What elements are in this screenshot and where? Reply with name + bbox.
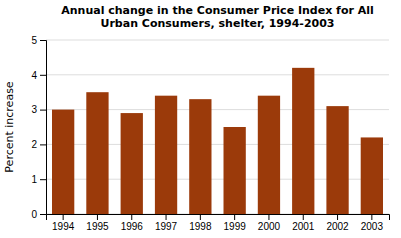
x-tick: 1996 <box>121 214 144 232</box>
x-tick-label: 2000 <box>258 221 281 232</box>
y-axis: 0 1 2 3 4 5 <box>31 35 46 220</box>
x-tick: 1994 <box>52 214 75 232</box>
x-tick-mark <box>268 214 269 220</box>
y-tick-label: 0 <box>31 209 37 220</box>
x-axis: 1994 1995 1996 1997 1998 1999 2000 2001 2002 2003 <box>47 214 390 232</box>
y-tick: 4 <box>31 70 46 81</box>
plot: 0 1 2 3 4 5 1994 1995 1996 1997 1998 1999 2000 2001 20… <box>31 35 389 232</box>
y-tick: 2 <box>31 139 46 150</box>
y-tick-mark <box>40 214 46 215</box>
bar <box>189 99 211 214</box>
x-tick-label: 1998 <box>189 221 212 232</box>
x-tick: 2003 <box>361 214 384 232</box>
bar <box>121 113 143 214</box>
x-tick-label: 2001 <box>292 221 315 232</box>
x-tick: 2002 <box>326 214 349 232</box>
x-tick-label: 1997 <box>155 221 178 232</box>
x-tick-label: 1995 <box>86 221 109 232</box>
y-tick-label: 1 <box>31 174 37 185</box>
x-axis-line <box>47 215 390 221</box>
y-tick: 1 <box>31 174 46 185</box>
y-axis-line <box>40 41 47 215</box>
x-tick-mark <box>131 214 132 220</box>
title: Annual change in the Consumer Price Inde… <box>61 4 374 30</box>
title-line: Urban Consumers, shelter, 1994-2003 <box>101 17 335 30</box>
y-axis-title: Percent increase <box>3 81 16 172</box>
bars <box>52 68 383 214</box>
bar <box>258 96 280 214</box>
y-tick-mark <box>40 40 46 41</box>
x-tick: 2001 <box>292 214 315 232</box>
y-tick: 5 <box>31 35 46 46</box>
x-tick-mark <box>337 214 338 220</box>
x-tick-mark <box>303 214 304 220</box>
x-tick-label: 1996 <box>121 221 144 232</box>
x-tick: 1995 <box>86 214 109 232</box>
bar <box>361 137 383 214</box>
bar <box>292 68 314 214</box>
x-tick-mark <box>97 214 98 220</box>
y-tick: 0 <box>31 209 46 220</box>
x-tick: 2000 <box>258 214 281 232</box>
x-tick-mark <box>63 214 64 220</box>
y-tick: 3 <box>31 104 46 115</box>
grid <box>46 40 389 214</box>
title-line: Annual change in the Consumer Price Inde… <box>61 4 374 17</box>
y-tick-mark <box>40 144 46 145</box>
x-tick: 1999 <box>224 214 247 232</box>
bar <box>224 127 246 214</box>
x-tick: 1998 <box>189 214 212 232</box>
y-tick-label: 3 <box>31 104 37 115</box>
x-tick-mark <box>166 214 167 220</box>
y-tick-mark <box>40 110 46 111</box>
grid-line <box>46 40 389 41</box>
y-tick-mark <box>40 75 46 76</box>
chart: 0 1 2 3 4 5 1994 1995 1996 1997 1998 1999 2000 2001 20… <box>0 0 401 238</box>
x-tick: 1997 <box>155 214 178 232</box>
x-tick-label: 1999 <box>224 221 247 232</box>
y-tick-label: 2 <box>31 139 37 150</box>
grid-line <box>46 74 389 75</box>
x-tick-label: 2002 <box>326 221 349 232</box>
y-tick-label: 4 <box>31 70 37 81</box>
bar <box>52 110 74 214</box>
bar <box>326 106 348 214</box>
x-tick-mark <box>234 214 235 220</box>
x-tick-mark <box>200 214 201 220</box>
bar <box>86 92 108 214</box>
x-tick-label: 2003 <box>361 221 384 232</box>
x-tick-label: 1994 <box>52 221 75 232</box>
y-tick-mark <box>40 179 46 180</box>
bar <box>155 96 177 214</box>
x-tick-mark <box>371 214 372 220</box>
y-tick-label: 5 <box>31 35 37 46</box>
